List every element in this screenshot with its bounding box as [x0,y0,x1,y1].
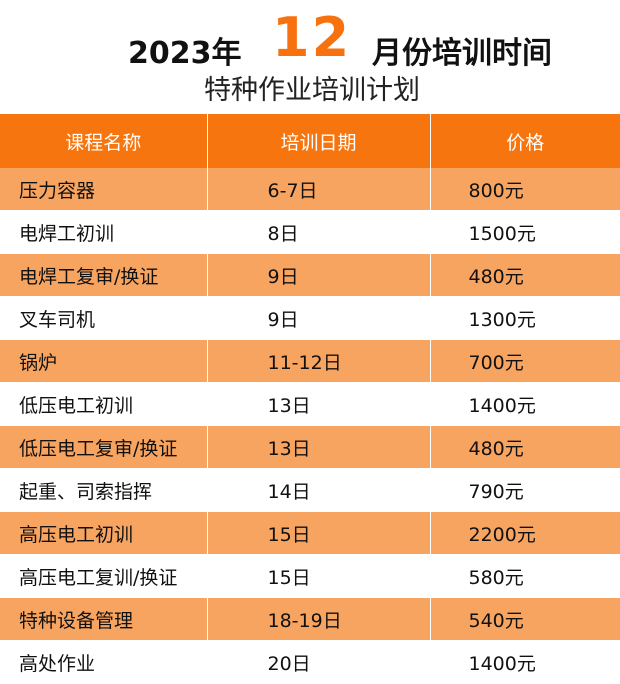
training-schedule-table: 课程名称 培训日期 价格 压力容器 6-7日 800元 电焊工初训 8日 150… [0,114,620,684]
training-date: 15日 [207,511,431,555]
course-name: 电焊工复审/换证 [0,253,208,297]
training-date: 18-19日 [207,597,431,641]
table-row: 特种设备管理 18-19日 540元 [0,597,620,641]
table-row: 低压电工复审/换证 13日 480元 [0,425,620,469]
table-row: 起重、司索指挥 14日 790元 [0,468,620,512]
training-date: 8日 [207,210,431,254]
column-header-date: 培训日期 [207,114,431,168]
price: 800元 [430,168,620,211]
course-name: 锅炉 [0,339,208,383]
table-row: 高压电工初训 15日 2200元 [0,511,620,555]
price: 540元 [430,597,620,641]
table-row: 电焊工初训 8日 1500元 [0,210,620,254]
page-title: 2023年 12 月份培训时间 [0,4,620,72]
training-date: 20日 [207,640,431,684]
course-name: 特种设备管理 [0,597,208,641]
title-month: 12 [272,6,352,69]
course-name: 低压电工初训 [0,382,208,426]
price: 480元 [430,425,620,469]
training-date: 14日 [207,468,431,512]
course-name: 高处作业 [0,640,208,684]
table-row: 叉车司机 9日 1300元 [0,296,620,340]
price: 1300元 [430,296,620,340]
price: 1500元 [430,210,620,254]
training-date: 11-12日 [207,339,431,383]
course-name: 压力容器 [0,168,208,211]
training-date: 13日 [207,425,431,469]
training-date: 9日 [207,296,431,340]
column-header-course: 课程名称 [0,114,208,168]
training-date: 13日 [207,382,431,426]
price: 790元 [430,468,620,512]
title-text: 月份培训时间 [372,36,552,71]
price: 480元 [430,253,620,297]
price: 700元 [430,339,620,383]
price: 2200元 [430,511,620,555]
page-subtitle: 特种作业培训计划 [204,75,420,106]
table-row: 电焊工复审/换证 9日 480元 [0,253,620,297]
price: 1400元 [430,382,620,426]
training-date: 6-7日 [207,168,431,211]
course-name: 起重、司索指挥 [0,468,208,512]
table-row: 高处作业 20日 1400元 [0,640,620,684]
training-date: 15日 [207,554,431,598]
table-row: 压力容器 6-7日 800元 [0,168,620,211]
course-name: 电焊工初训 [0,210,208,254]
course-name: 叉车司机 [0,296,208,340]
training-date: 9日 [207,253,431,297]
course-name: 低压电工复审/换证 [0,425,208,469]
course-name: 高压电工复训/换证 [0,554,208,598]
column-header-price: 价格 [430,114,620,168]
table-row: 低压电工初训 13日 1400元 [0,382,620,426]
price: 1400元 [430,640,620,684]
course-name: 高压电工初训 [0,511,208,555]
price: 580元 [430,554,620,598]
title-year: 2023年 [128,36,242,71]
table-header-row: 课程名称 培训日期 价格 [0,114,620,168]
table-row: 高压电工复训/换证 15日 580元 [0,554,620,598]
table-row: 锅炉 11-12日 700元 [0,339,620,383]
